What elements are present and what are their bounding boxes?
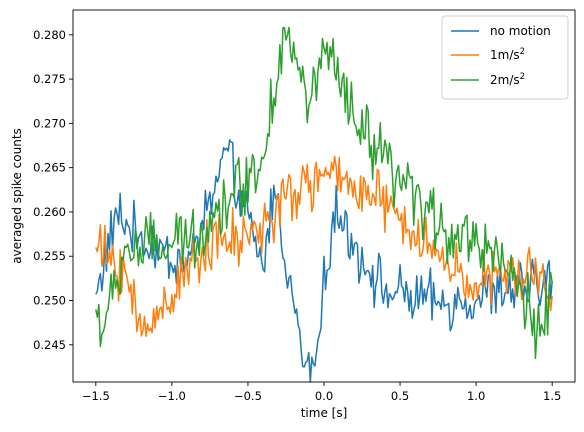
y-tick-label: 0.255 bbox=[33, 249, 66, 263]
y-tick-label: 0.270 bbox=[33, 116, 66, 130]
y-axis: 0.245 0.250 0.255 0.260 0.265 0.270 0.275 0.280 bbox=[33, 28, 73, 352]
y-tick-label: 0.260 bbox=[33, 205, 66, 219]
legend-label-no-motion: no motion bbox=[490, 24, 551, 38]
x-tick-label: −1.0 bbox=[158, 389, 186, 403]
series-layer bbox=[95, 26, 553, 383]
y-tick-label: 0.275 bbox=[33, 72, 66, 86]
x-axis-label: time [s] bbox=[301, 406, 348, 420]
series-line-no-motion bbox=[95, 139, 553, 383]
y-tick-label: 0.265 bbox=[33, 161, 66, 175]
legend-label-2ms2: 2m/s2 bbox=[490, 72, 525, 87]
y-tick-label: 0.245 bbox=[33, 338, 66, 352]
y-axis-label: averaged spike counts bbox=[10, 128, 24, 264]
series-line-1m-s- bbox=[95, 155, 553, 338]
series-line-2m-s- bbox=[95, 26, 553, 360]
x-tick-label: 0.0 bbox=[315, 389, 333, 403]
x-tick-label: 1.5 bbox=[543, 389, 561, 403]
x-tick-label: −0.5 bbox=[234, 389, 262, 403]
x-tick-label: −1.5 bbox=[82, 389, 110, 403]
x-tick-label: 0.5 bbox=[391, 389, 409, 403]
y-tick-label: 0.250 bbox=[33, 294, 66, 308]
legend: no motion 1m/s2 2m/s2 bbox=[441, 15, 569, 100]
legend-box bbox=[441, 15, 569, 100]
x-axis: −1.5 −1.0 −0.5 0.0 0.5 1.0 1.5 bbox=[82, 382, 561, 403]
y-tick-label: 0.280 bbox=[33, 28, 66, 42]
legend-label-1ms2: 1m/s2 bbox=[490, 47, 525, 62]
x-tick-label: 1.0 bbox=[467, 389, 485, 403]
